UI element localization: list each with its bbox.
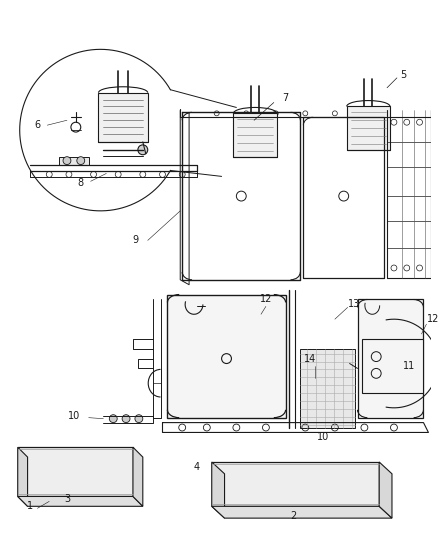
Polygon shape xyxy=(362,339,424,393)
Text: 11: 11 xyxy=(403,361,415,372)
Polygon shape xyxy=(99,93,148,142)
Polygon shape xyxy=(212,506,392,518)
Text: 9: 9 xyxy=(133,236,139,245)
Text: 6: 6 xyxy=(34,120,40,130)
Circle shape xyxy=(63,157,71,165)
Polygon shape xyxy=(379,462,392,518)
Circle shape xyxy=(122,415,130,423)
Polygon shape xyxy=(18,447,133,496)
Polygon shape xyxy=(133,447,143,506)
Polygon shape xyxy=(233,114,277,157)
Text: 12: 12 xyxy=(260,295,272,304)
Polygon shape xyxy=(346,107,390,150)
Text: 14: 14 xyxy=(304,353,316,364)
Text: 4: 4 xyxy=(194,462,200,472)
Polygon shape xyxy=(18,496,143,506)
Polygon shape xyxy=(212,462,225,518)
Circle shape xyxy=(135,415,143,423)
Text: 7: 7 xyxy=(283,93,289,102)
Text: 3: 3 xyxy=(64,495,70,504)
Circle shape xyxy=(77,157,85,165)
Polygon shape xyxy=(357,300,424,418)
Text: 12: 12 xyxy=(427,314,438,324)
Polygon shape xyxy=(167,295,286,418)
Text: 10: 10 xyxy=(68,411,80,421)
Polygon shape xyxy=(59,157,88,165)
Circle shape xyxy=(110,415,117,423)
Text: 10: 10 xyxy=(317,432,329,442)
Polygon shape xyxy=(212,462,379,506)
Polygon shape xyxy=(18,447,28,506)
Polygon shape xyxy=(300,349,354,427)
Text: 5: 5 xyxy=(401,70,407,80)
Text: 13: 13 xyxy=(348,300,360,310)
Circle shape xyxy=(138,145,148,155)
Text: 2: 2 xyxy=(290,511,297,521)
Text: 8: 8 xyxy=(78,178,84,188)
Text: 1: 1 xyxy=(26,502,32,511)
